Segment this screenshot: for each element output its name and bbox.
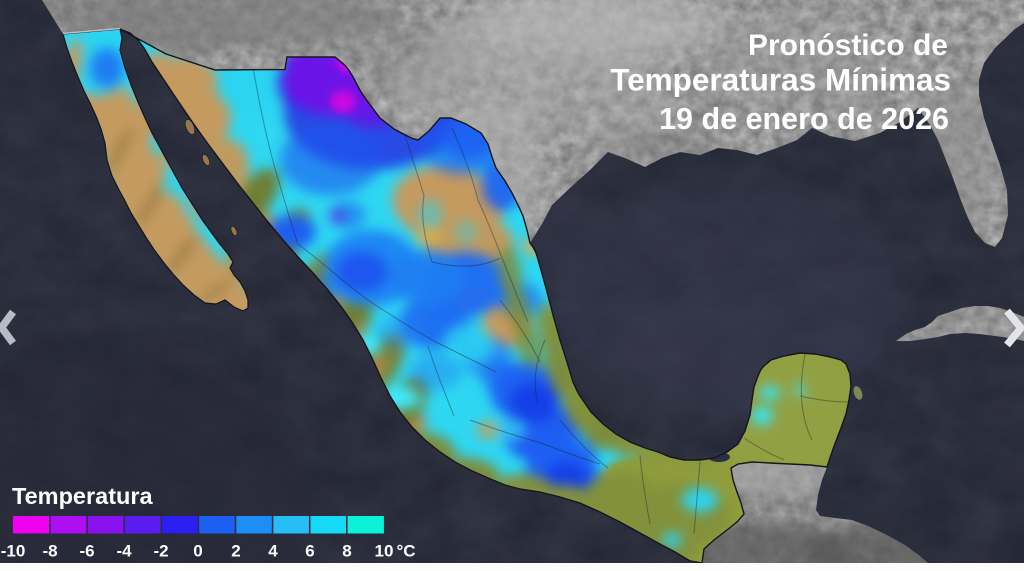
svg-text:Pronóstico de: Pronóstico de xyxy=(748,29,948,62)
svg-text:8: 8 xyxy=(342,542,351,561)
svg-text:-4: -4 xyxy=(116,542,132,561)
svg-text:-8: -8 xyxy=(42,542,57,561)
svg-text:19 de enero de 2026: 19 de enero de 2026 xyxy=(659,102,949,136)
svg-text:0: 0 xyxy=(193,542,202,561)
svg-text:6: 6 xyxy=(305,542,314,561)
svg-text:-2: -2 xyxy=(153,542,168,561)
svg-text:-10: -10 xyxy=(1,542,26,561)
svg-text:2: 2 xyxy=(231,542,240,561)
svg-text:Temperaturas Mínimas: Temperaturas Mínimas xyxy=(610,62,951,98)
svg-text:Temperatura: Temperatura xyxy=(12,483,154,509)
svg-text:10: 10 xyxy=(375,542,394,561)
svg-text:-6: -6 xyxy=(79,542,94,561)
svg-text:°C: °C xyxy=(397,542,416,561)
svg-text:4: 4 xyxy=(268,542,278,561)
